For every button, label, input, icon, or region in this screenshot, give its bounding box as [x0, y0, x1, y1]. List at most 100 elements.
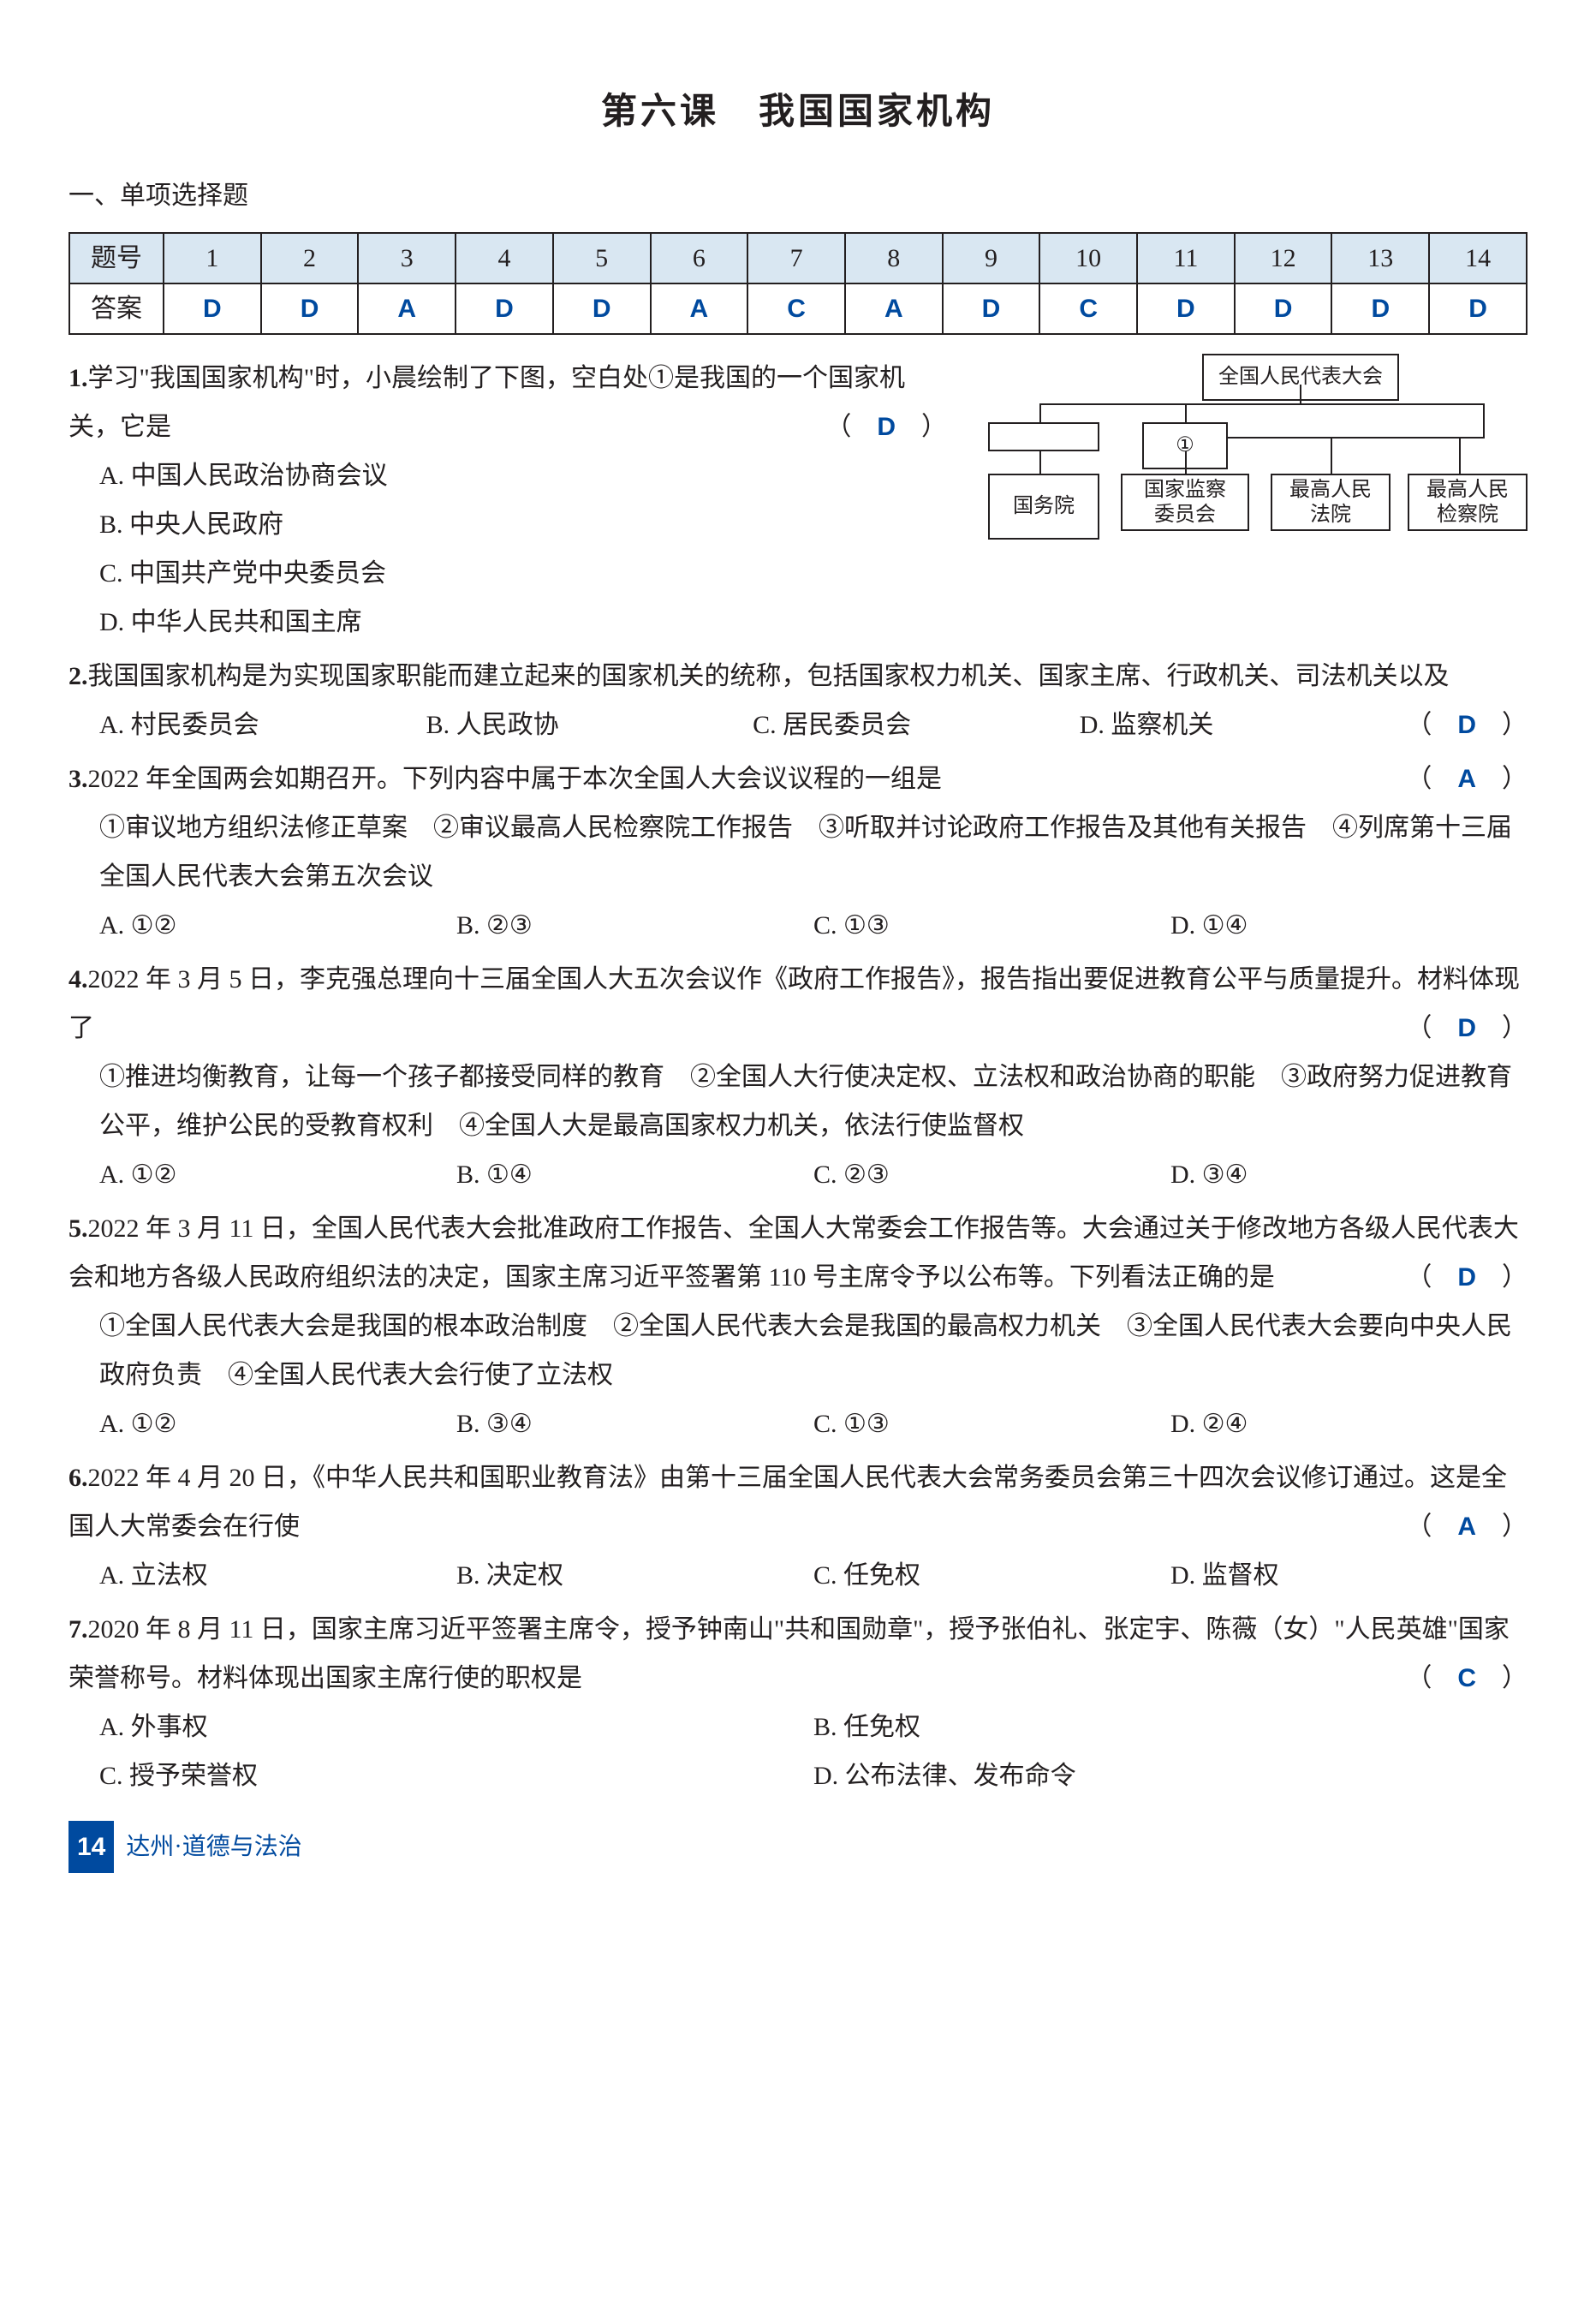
footer-text: 达州·道德与法治	[126, 1824, 301, 1870]
col-num: 11	[1137, 233, 1235, 283]
question-2: 2.我国国家机构是为实现国家职能而建立起来的国家机关的统称，包括国家权力机关、国…	[68, 652, 1528, 749]
question-4: 4.2022 年 3 月 5 日，李克强总理向十三届全国人大五次会议作《政府工作…	[68, 955, 1528, 1199]
col-num: 2	[261, 233, 359, 283]
answer-inline: A	[1457, 1513, 1476, 1541]
diagram-leaf: 国务院	[988, 474, 1099, 540]
question-number: 6.	[68, 1464, 88, 1492]
col-num: 7	[747, 233, 845, 283]
option: D. 中华人民共和国主席	[99, 598, 1528, 647]
col-num: 9	[943, 233, 1040, 283]
option: D. ②④	[1170, 1399, 1528, 1448]
col-num: 10	[1039, 233, 1137, 283]
option: C. ①③	[813, 901, 1170, 950]
answer-summary-table: 题号 1 2 3 4 5 6 7 8 9 10 11 12 13 14 答案 D…	[68, 232, 1528, 335]
option: B. 人民政协	[426, 701, 753, 749]
row-label: 答案	[69, 283, 164, 334]
option: A. ①②	[99, 1150, 456, 1199]
option: C. ②③	[813, 1150, 1170, 1199]
question-number: 4.	[68, 965, 88, 993]
question-items: ①审议地方组织法修正草案 ②审议最高人民检察院工作报告 ③听取并讨论政府工作报告…	[99, 803, 1528, 901]
question-5: 5.2022 年 3 月 11 日，全国人民代表大会批准政府工作报告、全国人大常…	[68, 1204, 1528, 1448]
answer-cell: C	[1039, 283, 1137, 334]
col-num: 14	[1429, 233, 1527, 283]
option: D. 公布法律、发布命令	[813, 1751, 1528, 1800]
question-number: 2.	[68, 662, 88, 690]
option: C. ①③	[813, 1399, 1170, 1448]
answer-inline: D	[1457, 1014, 1476, 1042]
org-diagram: 全国人民代表大会 ① 国务院 国家监察 委员会 最高人民 法院 最高人民 检察院	[962, 354, 1528, 542]
page-footer: 14 达州·道德与法治	[68, 1821, 1528, 1873]
answer-cell: A	[845, 283, 943, 334]
option: C. 任免权	[813, 1551, 1170, 1600]
question-text: 我国国家机构是为实现国家职能而建立起来的国家机关的统称，包括国家权力机关、国家主…	[88, 662, 1450, 690]
question-number: 7.	[68, 1615, 88, 1644]
option: C. 中国共产党中央委员会	[99, 549, 1528, 598]
question-items: ①推进均衡教育，让每一个孩子都接受同样的教育 ②全国人大行使决定权、立法权和政治…	[99, 1053, 1528, 1150]
question-text: 2020 年 8 月 11 日，国家主席习近平签署主席令，授予钟南山"共和国勋章…	[68, 1615, 1510, 1692]
option: B. ①④	[456, 1150, 813, 1199]
option: D. ①④	[1170, 901, 1528, 950]
diagram-leaf: 最高人民 法院	[1271, 474, 1391, 532]
col-num: 12	[1235, 233, 1332, 283]
option: B. ②③	[456, 901, 813, 950]
option: D. ③④	[1170, 1150, 1528, 1199]
question-text: 2022 年 3 月 11 日，全国人民代表大会批准政府工作报告、全国人大常委会…	[68, 1214, 1519, 1292]
option: D. 监察机关	[1080, 701, 1407, 749]
lesson-title: 第六课 我国国家机构	[68, 77, 1528, 146]
question-7: 7.2020 年 8 月 11 日，国家主席习近平签署主席令，授予钟南山"共和国…	[68, 1605, 1528, 1800]
col-num: 6	[651, 233, 748, 283]
answer-cell: D	[1331, 283, 1429, 334]
question-text: 2022 年 3 月 5 日，李克强总理向十三届全国人大五次会议作《政府工作报告…	[68, 965, 1520, 1042]
question-6: 6.2022 年 4 月 20 日，《中华人民共和国职业教育法》由第十三届全国人…	[68, 1453, 1528, 1600]
answer-cell: D	[261, 283, 359, 334]
question-text: 2022 年全国两会如期召开。下列内容中属于本次全国人大会议议程的一组是	[88, 765, 943, 793]
answer-cell: D	[164, 283, 261, 334]
question-number: 3.	[68, 765, 88, 793]
section-heading: 一、单项选择题	[68, 171, 1528, 220]
question-items: ①全国人民代表大会是我国的根本政治制度 ②全国人民代表大会是我国的最高权力机关 …	[99, 1302, 1528, 1399]
answer-cell: A	[358, 283, 456, 334]
col-num: 3	[358, 233, 456, 283]
option: A. ①②	[99, 1399, 456, 1448]
question-number: 1.	[68, 364, 88, 392]
answer-inline: C	[1457, 1664, 1476, 1692]
answer-inline: D	[1457, 711, 1476, 739]
option: C. 居民委员会	[753, 701, 1080, 749]
question-text: 学习"我国国家机构"时，小晨绘制了下图，空白处①是我国的一个国家机关，它是	[68, 364, 905, 441]
table-row: 题号 1 2 3 4 5 6 7 8 9 10 11 12 13 14	[69, 233, 1527, 283]
diagram-leaf: 最高人民 检察院	[1408, 474, 1528, 532]
option: D. 监督权	[1170, 1551, 1528, 1600]
col-num: 5	[553, 233, 651, 283]
answer-cell: D	[1235, 283, 1332, 334]
option: B. 任免权	[813, 1703, 1528, 1751]
col-num: 13	[1331, 233, 1429, 283]
col-num: 1	[164, 233, 261, 283]
answer-inline: D	[1457, 1263, 1476, 1292]
question-1: 全国人民代表大会 ① 国务院 国家监察 委员会 最高人民 法院 最高人民 检察院…	[68, 354, 1528, 647]
question-3: 3.2022 年全国两会如期召开。下列内容中属于本次全国人大会议议程的一组是 （…	[68, 755, 1528, 950]
answer-cell: A	[651, 283, 748, 334]
option: A. 立法权	[99, 1551, 456, 1600]
option: B. 决定权	[456, 1551, 813, 1600]
diagram-node-empty	[988, 422, 1099, 451]
question-text: 2022 年 4 月 20 日，《中华人民共和国职业教育法》由第十三届全国人民代…	[68, 1464, 1507, 1541]
answer-cell: C	[747, 283, 845, 334]
diagram-leaf: 国家监察 委员会	[1121, 474, 1249, 532]
option: A. 外事权	[99, 1703, 813, 1751]
answer-inline: A	[1457, 765, 1476, 793]
col-num: 4	[456, 233, 553, 283]
col-num: 8	[845, 233, 943, 283]
answer-cell: D	[1429, 283, 1527, 334]
answer-cell: D	[943, 283, 1040, 334]
option: A. ①②	[99, 901, 456, 950]
row-label: 题号	[69, 233, 164, 283]
table-row: 答案 D D A D D A C A D C D D D D	[69, 283, 1527, 334]
option: C. 授予荣誉权	[99, 1751, 813, 1800]
page-number: 14	[68, 1821, 114, 1873]
answer-cell: D	[1137, 283, 1235, 334]
option: B. ③④	[456, 1399, 813, 1448]
question-number: 5.	[68, 1214, 88, 1243]
answer-inline: D	[877, 413, 896, 441]
answer-cell: D	[456, 283, 553, 334]
answer-cell: D	[553, 283, 651, 334]
